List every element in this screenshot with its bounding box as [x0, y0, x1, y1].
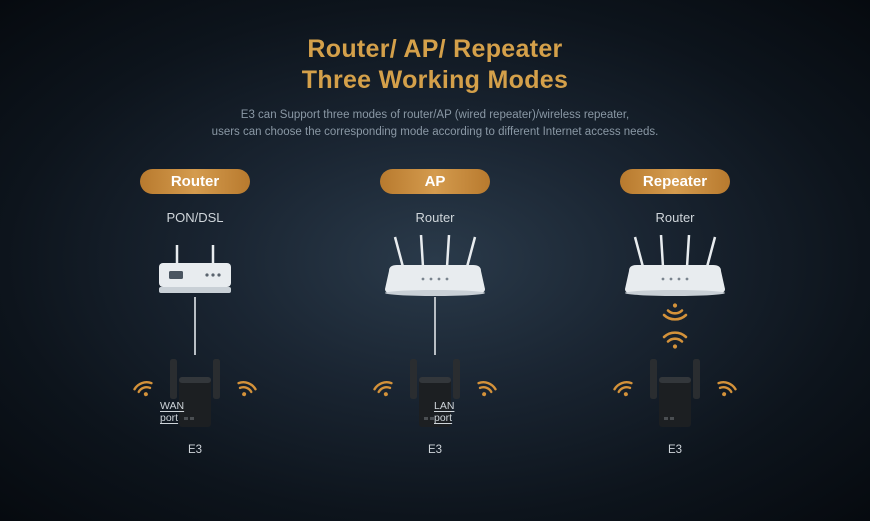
port-label: WAN port	[160, 400, 196, 424]
wifi-icon	[132, 377, 156, 406]
mode-pill: AP	[380, 169, 490, 194]
upstream-label: PON/DSL	[166, 210, 223, 225]
mode-repeater: Repeater Router	[575, 169, 775, 456]
device-label: E3	[428, 444, 442, 456]
link-wire	[335, 297, 535, 355]
link-wifi	[575, 297, 775, 355]
header: Router/ AP/ Repeater Three Working Modes…	[0, 0, 870, 141]
e3-device-icon	[640, 355, 710, 438]
wifi-down-icon	[662, 302, 688, 324]
modes-row: Router PON/DSL	[0, 169, 870, 456]
mode-router: Router PON/DSL	[95, 169, 295, 456]
e3-device-icon: WAN port	[160, 355, 230, 438]
wifi-icon	[234, 377, 258, 406]
subtitle-line-2: users can choose the corresponding mode …	[212, 126, 659, 138]
e3-device-icon: LAN port	[400, 355, 470, 438]
mode-pill: Repeater	[620, 169, 730, 194]
router-icon	[615, 233, 735, 297]
upstream-label: Router	[655, 210, 694, 225]
device-label: E3	[188, 444, 202, 456]
subtitle-line-1: E3 can Support three modes of router/AP …	[241, 109, 629, 121]
wifi-icon	[714, 377, 738, 406]
wire-icon	[434, 297, 436, 355]
mode-ap: AP Router	[335, 169, 535, 456]
wifi-up-icon	[662, 328, 688, 350]
wire-icon	[194, 297, 196, 355]
modem-icon	[147, 233, 243, 297]
page-subtitle: E3 can Support three modes of router/AP …	[0, 107, 870, 142]
wifi-icon	[474, 377, 498, 406]
router-icon	[375, 233, 495, 297]
wifi-icon	[372, 377, 396, 406]
link-wire	[95, 297, 295, 355]
title-line-1: Router/ AP/ Repeater	[307, 35, 562, 63]
device-label: E3	[668, 444, 682, 456]
title-line-2: Three Working Modes	[302, 66, 568, 94]
mode-pill: Router	[140, 169, 250, 194]
page-title: Router/ AP/ Repeater Three Working Modes	[0, 34, 870, 97]
upstream-label: Router	[415, 210, 454, 225]
wifi-icon	[612, 377, 636, 406]
port-label: LAN port	[434, 400, 470, 424]
